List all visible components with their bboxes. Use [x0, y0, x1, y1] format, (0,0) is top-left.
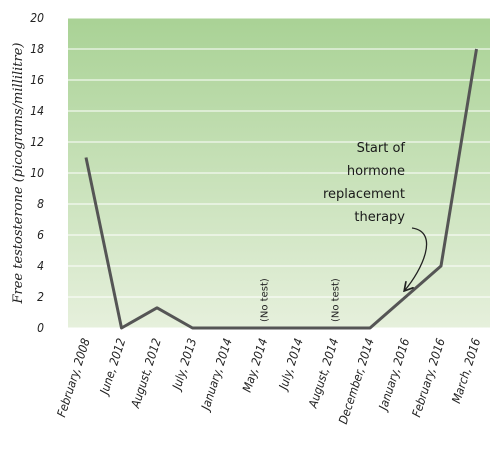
- y-tick-label: 6: [37, 228, 44, 242]
- annotation-arrow: [405, 227, 428, 290]
- y-tick-label: 12: [30, 135, 44, 149]
- annotation-line: Start of: [357, 141, 406, 156]
- y-tick-label: 20: [30, 11, 44, 25]
- y-tick-label: 4: [37, 259, 44, 273]
- x-tick-label: January, 2014: [198, 336, 235, 413]
- y-tick-label: 0: [37, 321, 44, 335]
- x-tick-label: February, 2008: [54, 336, 93, 418]
- x-tick-label: January, 2016: [375, 336, 412, 413]
- x-tick-label: July, 2013: [169, 336, 199, 393]
- x-axis-ticks: February, 2008 June, 2012 August, 2012 July…: [54, 336, 483, 425]
- x-tick-label: March, 2016: [449, 336, 483, 405]
- x-tick-label: February, 2016: [409, 336, 448, 418]
- x-tick-label: June, 2012: [97, 336, 129, 397]
- y-axis-label: Free testosterone (picograms/millilitre): [11, 42, 26, 304]
- annotation-line: replacement: [323, 187, 405, 202]
- x-tick-label: May, 2014: [240, 336, 271, 393]
- y-tick-label: 14: [30, 104, 44, 118]
- y-tick-label: 16: [30, 73, 44, 87]
- annotation-line: hormone: [347, 164, 405, 179]
- gridlines: [68, 17, 490, 329]
- x-tick-label: July, 2014: [276, 336, 306, 393]
- therapy-annotation: Start of hormone replacement therapy: [323, 141, 405, 225]
- x-tick-label: December, 2014: [336, 336, 377, 425]
- point-note: (No test): [260, 278, 271, 322]
- y-tick-label: 10: [30, 166, 44, 180]
- x-tick-label: August, 2014: [305, 336, 341, 410]
- y-axis-ticks: 0 2 4 6 8 10 12 14 16 18 20: [30, 11, 44, 335]
- x-tick-label: August, 2012: [128, 336, 164, 410]
- y-tick-label: 2: [37, 290, 44, 304]
- point-note: (No test): [331, 278, 342, 322]
- y-tick-label: 8: [37, 197, 44, 211]
- annotation-line: therapy: [354, 210, 405, 225]
- y-tick-label: 18: [30, 42, 44, 56]
- point-notes: (No test) (No test): [260, 278, 342, 322]
